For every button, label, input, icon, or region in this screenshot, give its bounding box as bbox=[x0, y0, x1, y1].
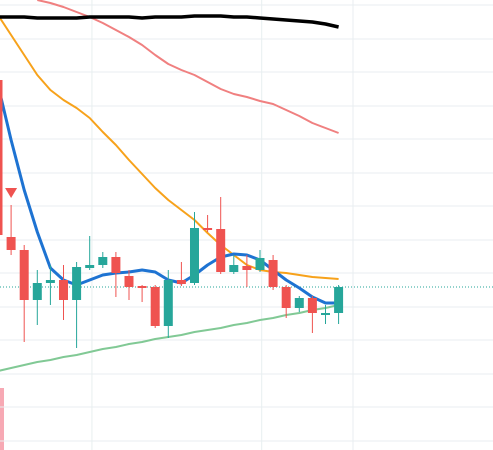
candle-body bbox=[0, 80, 3, 235]
candle-body bbox=[124, 276, 134, 287]
moving-average bbox=[0, 16, 339, 280]
candle-body bbox=[320, 313, 330, 315]
candle-body bbox=[137, 286, 147, 288]
candle-body bbox=[58, 280, 68, 300]
candle-body bbox=[176, 280, 186, 284]
candle-body bbox=[255, 258, 265, 270]
candle-body bbox=[203, 228, 213, 230]
candle-body bbox=[6, 237, 16, 250]
candle-body bbox=[334, 287, 344, 313]
candle-body bbox=[45, 280, 55, 283]
candle-body bbox=[242, 266, 252, 270]
candle-body bbox=[98, 257, 108, 265]
candle-body bbox=[294, 298, 304, 308]
sell-signal bbox=[5, 188, 18, 198]
volume-edge bbox=[0, 388, 4, 450]
candle-body bbox=[163, 280, 173, 326]
candle-body bbox=[32, 283, 42, 300]
candle-body bbox=[19, 250, 29, 300]
candle-body bbox=[111, 257, 121, 273]
moving-average bbox=[0, 14, 339, 29]
candle-body bbox=[307, 298, 317, 313]
candle-body bbox=[268, 260, 278, 287]
candle-body bbox=[189, 228, 199, 283]
candle-body bbox=[85, 265, 95, 268]
candle-body bbox=[229, 265, 239, 272]
candle-body bbox=[150, 287, 160, 326]
candle-body bbox=[281, 287, 291, 308]
candle-body bbox=[216, 229, 226, 272]
candle-body bbox=[72, 267, 82, 300]
